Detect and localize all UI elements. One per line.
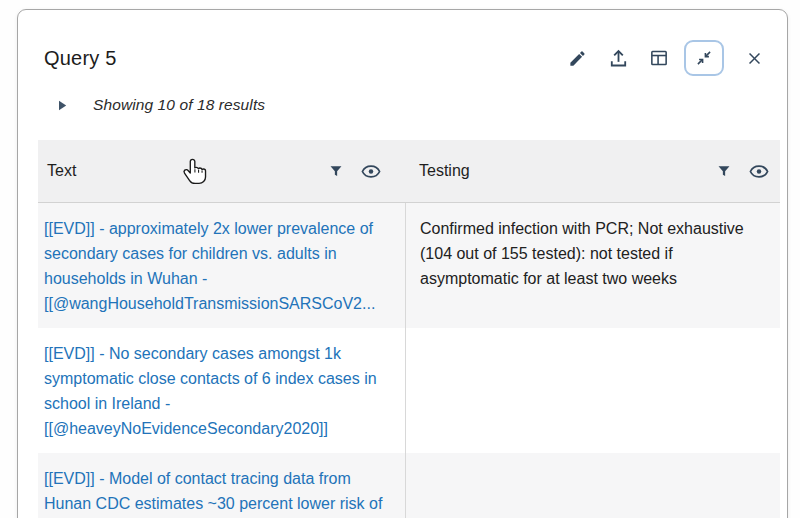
page-title: Query 5 xyxy=(44,47,117,70)
eye-icon xyxy=(361,164,381,179)
collapse-icon xyxy=(694,48,714,68)
column-label: Testing xyxy=(419,162,699,180)
text-cell: [[EVD]] - No secondary cases amongst 1k … xyxy=(38,328,405,453)
table-view-button[interactable] xyxy=(646,45,672,71)
result-link[interactable]: [[EVD]] - approximately 2x lower prevale… xyxy=(44,220,375,312)
filter-icon xyxy=(328,163,344,180)
results-summary-row: Showing 10 of 18 results xyxy=(18,76,787,114)
pencil-icon xyxy=(568,49,587,68)
column-header-testing: Testing xyxy=(405,140,780,202)
table-row: [[EVD]] - No secondary cases amongst 1k … xyxy=(38,328,780,453)
results-table: Text Testing xyxy=(38,140,780,518)
text-cell: [[EVD]] - Model of contact tracing data … xyxy=(38,453,405,518)
edit-button[interactable] xyxy=(564,45,590,71)
text-cell: [[EVD]] - approximately 2x lower prevale… xyxy=(38,203,405,328)
testing-cell: Confirmed infection with PCR; Not exhaus… xyxy=(405,203,780,328)
expand-caret-icon[interactable] xyxy=(56,99,68,111)
table-row: [[EVD]] - approximately 2x lower prevale… xyxy=(38,203,780,328)
panel-header: Query 5 xyxy=(18,10,787,76)
result-link[interactable]: [[EVD]] - No secondary cases amongst 1k … xyxy=(44,345,377,437)
result-link[interactable]: [[EVD]] - Model of contact tracing data … xyxy=(44,470,382,518)
close-icon xyxy=(746,50,763,67)
close-button[interactable] xyxy=(741,45,767,71)
filter-button[interactable] xyxy=(328,163,344,180)
visibility-button[interactable] xyxy=(749,164,769,179)
upload-icon xyxy=(607,47,630,70)
testing-cell xyxy=(405,453,780,518)
table-row: [[EVD]] - Model of contact tracing data … xyxy=(38,453,780,518)
results-summary: Showing 10 of 18 results xyxy=(93,96,265,114)
table-icon xyxy=(648,47,670,69)
visibility-button[interactable] xyxy=(361,164,381,179)
export-button[interactable] xyxy=(605,45,631,71)
table-header: Text Testing xyxy=(38,140,780,203)
eye-icon xyxy=(749,164,769,179)
testing-cell xyxy=(405,328,780,453)
toolbar xyxy=(549,40,767,76)
filter-icon xyxy=(716,163,732,180)
query-panel: Query 5 xyxy=(17,9,788,518)
collapse-button[interactable] xyxy=(684,40,724,76)
column-header-text: Text xyxy=(38,140,405,202)
column-label: Text xyxy=(47,162,311,180)
filter-button[interactable] xyxy=(716,163,732,180)
table-body: [[EVD]] - approximately 2x lower prevale… xyxy=(38,203,780,518)
